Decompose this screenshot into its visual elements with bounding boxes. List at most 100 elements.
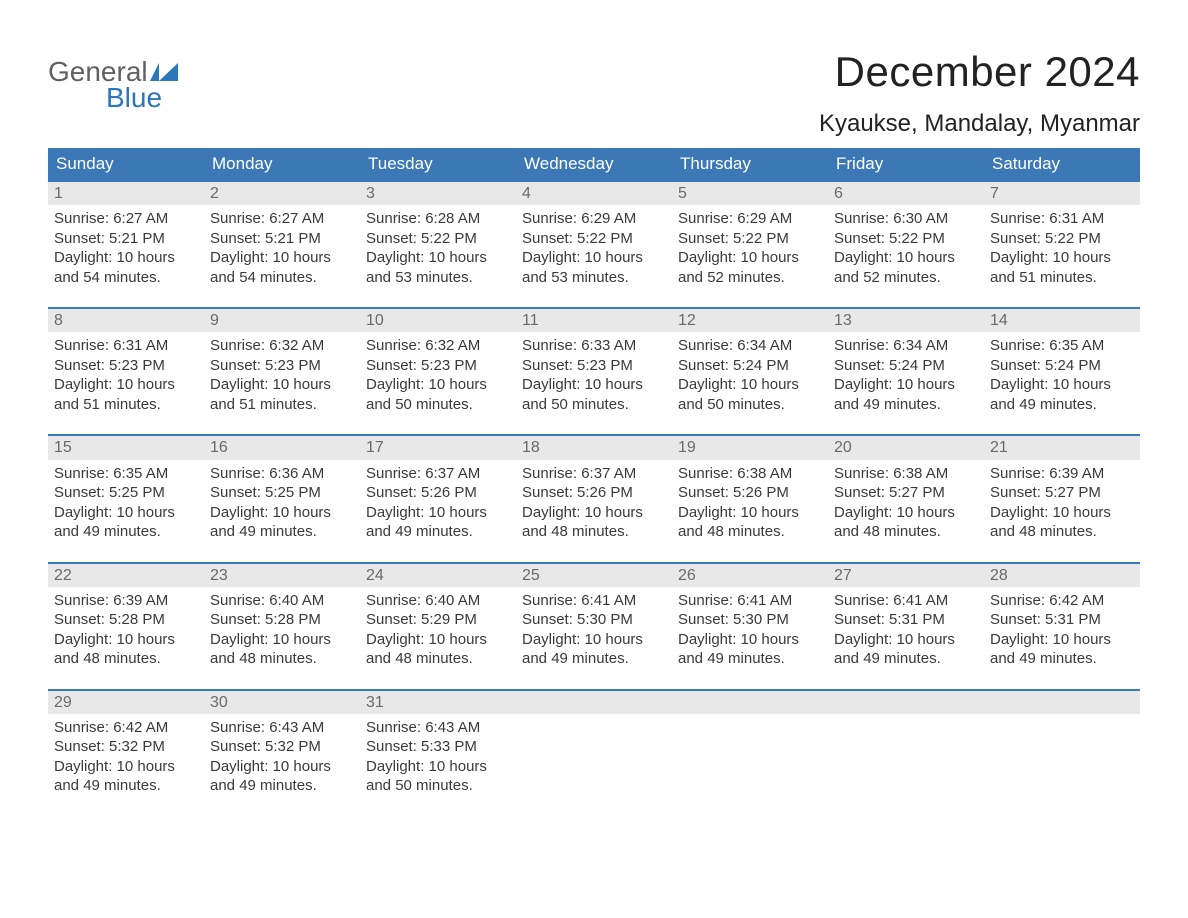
day-body: Sunrise: 6:34 AMSunset: 5:24 PMDaylight:… — [672, 332, 828, 414]
sunset-line: Sunset: 5:28 PM — [54, 610, 198, 630]
daylight-line-1: Daylight: 10 hours — [366, 630, 510, 650]
day-body: Sunrise: 6:28 AMSunset: 5:22 PMDaylight:… — [360, 205, 516, 287]
daylight-line-2: and 53 minutes. — [522, 268, 666, 288]
daylight-line-1: Daylight: 10 hours — [366, 248, 510, 268]
sunrise-line: Sunrise: 6:35 AM — [54, 464, 198, 484]
day-number — [828, 691, 984, 714]
day-cell: 24Sunrise: 6:40 AMSunset: 5:29 PMDayligh… — [360, 564, 516, 669]
day-cell: 4Sunrise: 6:29 AMSunset: 5:22 PMDaylight… — [516, 182, 672, 287]
sunrise-line: Sunrise: 6:31 AM — [990, 209, 1134, 229]
sunset-line: Sunset: 5:22 PM — [678, 229, 822, 249]
day-cell: 20Sunrise: 6:38 AMSunset: 5:27 PMDayligh… — [828, 436, 984, 541]
sunset-line: Sunset: 5:25 PM — [54, 483, 198, 503]
sunset-line: Sunset: 5:30 PM — [522, 610, 666, 630]
day-cell: 9Sunrise: 6:32 AMSunset: 5:23 PMDaylight… — [204, 309, 360, 414]
daylight-line-2: and 52 minutes. — [678, 268, 822, 288]
day-cell — [516, 691, 672, 796]
daylight-line-2: and 51 minutes. — [210, 395, 354, 415]
day-number: 16 — [204, 436, 360, 459]
day-cell: 14Sunrise: 6:35 AMSunset: 5:24 PMDayligh… — [984, 309, 1140, 414]
sunset-line: Sunset: 5:22 PM — [366, 229, 510, 249]
day-number: 27 — [828, 564, 984, 587]
sunset-line: Sunset: 5:31 PM — [990, 610, 1134, 630]
sunrise-line: Sunrise: 6:38 AM — [834, 464, 978, 484]
sunrise-line: Sunrise: 6:34 AM — [678, 336, 822, 356]
day-number: 15 — [48, 436, 204, 459]
sunset-line: Sunset: 5:26 PM — [366, 483, 510, 503]
day-cell — [984, 691, 1140, 796]
sunset-line: Sunset: 5:33 PM — [366, 737, 510, 757]
sunrise-line: Sunrise: 6:27 AM — [54, 209, 198, 229]
daylight-line-2: and 54 minutes. — [210, 268, 354, 288]
calendar-week: 29Sunrise: 6:42 AMSunset: 5:32 PMDayligh… — [48, 689, 1140, 796]
daylight-line-2: and 51 minutes. — [990, 268, 1134, 288]
calendar-week: 15Sunrise: 6:35 AMSunset: 5:25 PMDayligh… — [48, 434, 1140, 541]
sunset-line: Sunset: 5:22 PM — [990, 229, 1134, 249]
day-body: Sunrise: 6:37 AMSunset: 5:26 PMDaylight:… — [360, 460, 516, 542]
day-body — [828, 714, 984, 792]
sunrise-line: Sunrise: 6:43 AM — [210, 718, 354, 738]
day-body: Sunrise: 6:43 AMSunset: 5:33 PMDaylight:… — [360, 714, 516, 796]
day-body: Sunrise: 6:32 AMSunset: 5:23 PMDaylight:… — [204, 332, 360, 414]
daylight-line-2: and 49 minutes. — [834, 649, 978, 669]
calendar-week: 8Sunrise: 6:31 AMSunset: 5:23 PMDaylight… — [48, 307, 1140, 414]
daylight-line-1: Daylight: 10 hours — [834, 375, 978, 395]
sunrise-line: Sunrise: 6:32 AM — [366, 336, 510, 356]
daylight-line-1: Daylight: 10 hours — [54, 248, 198, 268]
daylight-line-2: and 48 minutes. — [678, 522, 822, 542]
sunset-line: Sunset: 5:21 PM — [210, 229, 354, 249]
sunrise-line: Sunrise: 6:33 AM — [522, 336, 666, 356]
sunrise-line: Sunrise: 6:39 AM — [54, 591, 198, 611]
daylight-line-1: Daylight: 10 hours — [522, 503, 666, 523]
sunrise-line: Sunrise: 6:40 AM — [210, 591, 354, 611]
day-number: 30 — [204, 691, 360, 714]
daylight-line-1: Daylight: 10 hours — [990, 375, 1134, 395]
day-body: Sunrise: 6:39 AMSunset: 5:28 PMDaylight:… — [48, 587, 204, 669]
daylight-line-2: and 50 minutes. — [366, 395, 510, 415]
daylight-line-2: and 54 minutes. — [54, 268, 198, 288]
day-number: 4 — [516, 182, 672, 205]
sunset-line: Sunset: 5:31 PM — [834, 610, 978, 630]
dayhead-wednesday: Wednesday — [516, 148, 672, 180]
day-cell: 23Sunrise: 6:40 AMSunset: 5:28 PMDayligh… — [204, 564, 360, 669]
day-number: 12 — [672, 309, 828, 332]
day-number — [516, 691, 672, 714]
sunrise-line: Sunrise: 6:41 AM — [678, 591, 822, 611]
sunset-line: Sunset: 5:24 PM — [834, 356, 978, 376]
daylight-line-1: Daylight: 10 hours — [678, 375, 822, 395]
dayhead-friday: Friday — [828, 148, 984, 180]
day-cell — [828, 691, 984, 796]
day-cell: 13Sunrise: 6:34 AMSunset: 5:24 PMDayligh… — [828, 309, 984, 414]
header: General Blue December 2024 Kyaukse, Mand… — [48, 48, 1140, 138]
calendar-week: 22Sunrise: 6:39 AMSunset: 5:28 PMDayligh… — [48, 562, 1140, 669]
day-body: Sunrise: 6:30 AMSunset: 5:22 PMDaylight:… — [828, 205, 984, 287]
day-number: 3 — [360, 182, 516, 205]
sunset-line: Sunset: 5:25 PM — [210, 483, 354, 503]
day-cell: 10Sunrise: 6:32 AMSunset: 5:23 PMDayligh… — [360, 309, 516, 414]
sunrise-line: Sunrise: 6:30 AM — [834, 209, 978, 229]
day-cell: 12Sunrise: 6:34 AMSunset: 5:24 PMDayligh… — [672, 309, 828, 414]
daylight-line-2: and 48 minutes. — [54, 649, 198, 669]
day-body: Sunrise: 6:41 AMSunset: 5:30 PMDaylight:… — [672, 587, 828, 669]
day-number: 5 — [672, 182, 828, 205]
sunset-line: Sunset: 5:24 PM — [678, 356, 822, 376]
sunset-line: Sunset: 5:29 PM — [366, 610, 510, 630]
sunrise-line: Sunrise: 6:34 AM — [834, 336, 978, 356]
day-cell: 28Sunrise: 6:42 AMSunset: 5:31 PMDayligh… — [984, 564, 1140, 669]
day-number: 22 — [48, 564, 204, 587]
daylight-line-1: Daylight: 10 hours — [210, 503, 354, 523]
day-number — [984, 691, 1140, 714]
day-cell: 26Sunrise: 6:41 AMSunset: 5:30 PMDayligh… — [672, 564, 828, 669]
day-number — [672, 691, 828, 714]
day-cell: 19Sunrise: 6:38 AMSunset: 5:26 PMDayligh… — [672, 436, 828, 541]
day-number: 25 — [516, 564, 672, 587]
sunset-line: Sunset: 5:32 PM — [210, 737, 354, 757]
day-cell: 3Sunrise: 6:28 AMSunset: 5:22 PMDaylight… — [360, 182, 516, 287]
sunrise-line: Sunrise: 6:31 AM — [54, 336, 198, 356]
day-number: 8 — [48, 309, 204, 332]
day-body: Sunrise: 6:41 AMSunset: 5:30 PMDaylight:… — [516, 587, 672, 669]
daylight-line-2: and 48 minutes. — [834, 522, 978, 542]
month-title: December 2024 — [819, 48, 1140, 96]
day-cell: 31Sunrise: 6:43 AMSunset: 5:33 PMDayligh… — [360, 691, 516, 796]
day-number: 29 — [48, 691, 204, 714]
